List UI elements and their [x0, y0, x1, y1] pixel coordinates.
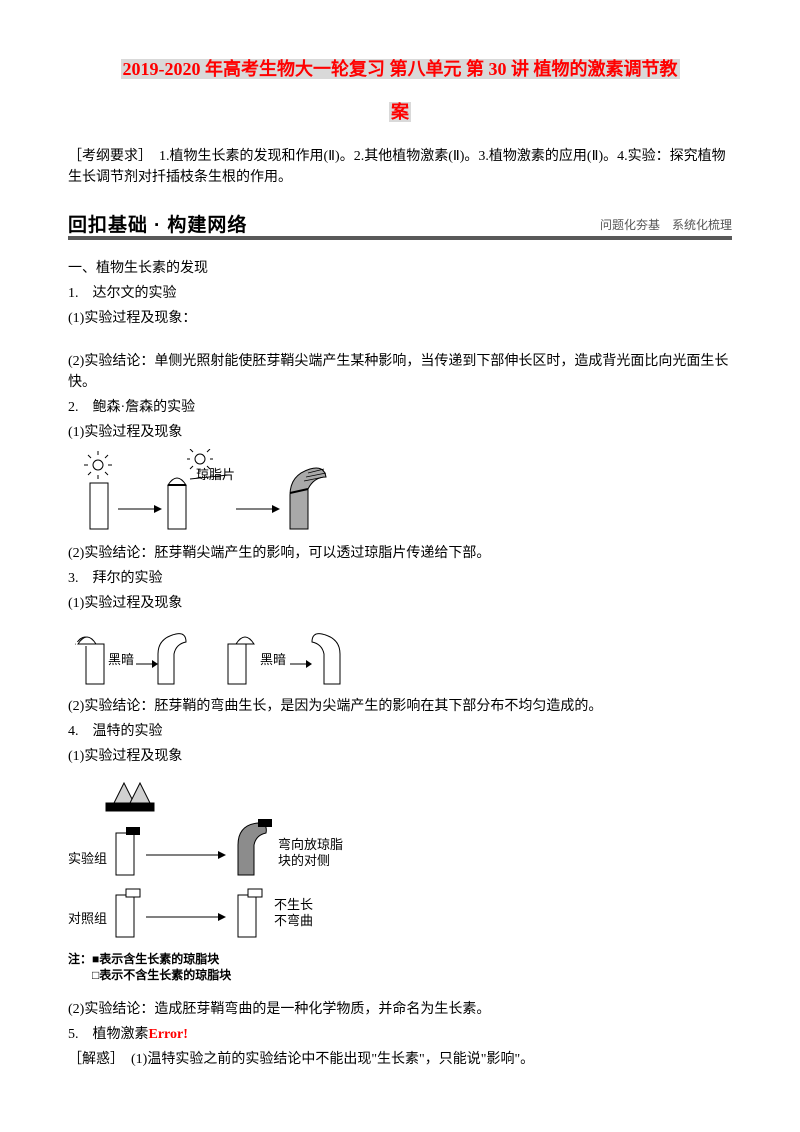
exp2-title: 2. 鲍森·詹森的实验 [68, 397, 732, 418]
figure-4: 实验组 弯向放琼脂 块的对侧 对照组 不生长 不弯曲 注：■表示含生长素的琼脂块… [68, 773, 732, 993]
exp2-proc: (1)实验过程及现象 [68, 422, 732, 443]
fig4-legend-1: 注：■表示含生长素的琼脂块 [68, 951, 220, 966]
banner-right: 问题化夯基 系统化梳理 [600, 216, 732, 234]
fig4-exp-label: 实验组 [68, 851, 107, 866]
exp2-concl: (2)实验结论：胚芽鞘尖端产生的影响，可以透过琼脂片传递给下部。 [68, 543, 732, 564]
title-line-1: 2019-2020 年高考生物大一轮复习 第八单元 第 30 讲 植物的激素调节… [121, 59, 680, 79]
exp4-proc: (1)实验过程及现象 [68, 746, 732, 767]
fig4-svg: 实验组 弯向放琼脂 块的对侧 对照组 不生长 不弯曲 注：■表示含生长素的琼脂块… [68, 773, 368, 993]
banner-dot: · [154, 215, 161, 236]
exp5-title-text: 5. 植物激素 [68, 1027, 149, 1042]
error-text: Error! [149, 1027, 188, 1042]
doc-title: 2019-2020 年高考生物大一轮复习 第八单元 第 30 讲 植物的激素调节… [68, 48, 732, 134]
exp3-concl: (2)实验结论：胚芽鞘的弯曲生长，是因为尖端产生的影响在其下部分布不均匀造成的。 [68, 696, 732, 717]
figure-3: 黑暗 黑暗 [68, 620, 732, 690]
fig3-svg: 黑暗 黑暗 [68, 620, 368, 690]
fig3-dark-1: 黑暗 [108, 652, 134, 667]
title-line-2: 案 [389, 102, 411, 122]
exp4-concl: (2)实验结论：造成胚芽鞘弯曲的是一种化学物质，并命名为生长素。 [68, 999, 732, 1020]
fig4-legend-2: □表示不含生长素的琼脂块 [68, 967, 232, 982]
fig2-agar-label: 琼脂片 [196, 467, 235, 482]
exp1-concl: (2)实验结论：单侧光照射能使胚芽鞘尖端产生某种影响，当传递到下部伸长区时，造成… [68, 351, 732, 393]
fig4-nogrow-1: 不生长 [274, 897, 313, 912]
exp3-title: 3. 拜尔的实验 [68, 568, 732, 589]
exp3-proc: (1)实验过程及现象 [68, 593, 732, 614]
section-1-heading: 一、植物生长素的发现 [68, 258, 732, 279]
exam-requirements: ［考纲要求］ 1.植物生长素的发现和作用(Ⅱ)。2.其他植物激素(Ⅱ)。3.植物… [68, 146, 732, 188]
fig2-svg: 琼脂片 [68, 449, 348, 537]
exp4-title: 4. 温特的实验 [68, 721, 732, 742]
banner-main: 回扣基础 [68, 215, 148, 236]
fig4-bend-1: 弯向放琼脂 [278, 837, 343, 852]
banner-sub: 构建网络 [167, 215, 247, 236]
fig4-ctrl-label: 对照组 [68, 911, 107, 926]
fig4-bend-2: 块的对侧 [278, 853, 330, 868]
banner-label: 回扣基础 · 构建网络 [68, 212, 247, 241]
fig3-dark-2: 黑暗 [260, 652, 286, 667]
figure-2: 琼脂片 [68, 449, 732, 537]
exp1-proc: (1)实验过程及现象： [68, 308, 732, 329]
fig4-nogrow-2: 不弯曲 [274, 913, 313, 928]
exp1-title: 1. 达尔文的实验 [68, 283, 732, 304]
explain: ［解惑］ (1)温特实验之前的实验结论中不能出现"生长素"，只能说"影响"。 [68, 1049, 732, 1070]
exp5-title: 5. 植物激素Error! [68, 1024, 732, 1045]
section-banner: 回扣基础 · 构建网络 问题化夯基 系统化梳理 [68, 206, 732, 240]
